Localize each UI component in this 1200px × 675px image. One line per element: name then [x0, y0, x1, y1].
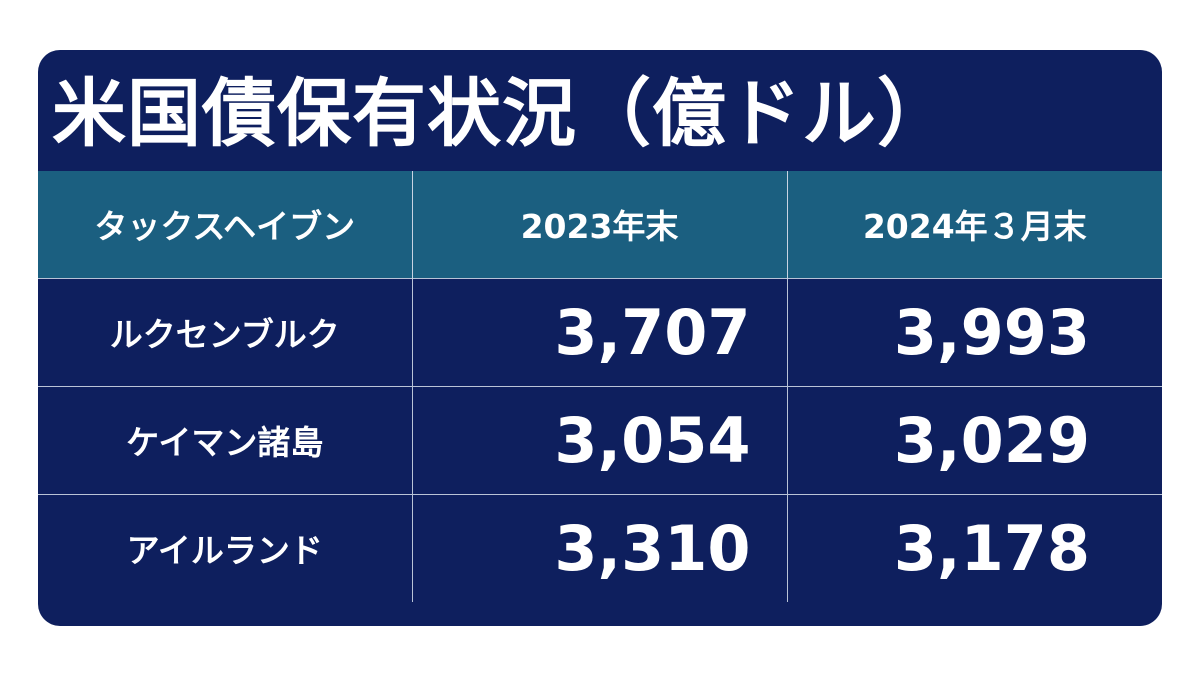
- column-header-category: タックスヘイブン: [38, 171, 413, 278]
- table-row-ireland: アイルランド 3,310 3,178: [38, 493, 1162, 602]
- chart-title: 米国債保有状況（億ドル）: [52, 71, 952, 157]
- column-header-2024: 2024年３月末: [787, 171, 1162, 278]
- row-label: アイルランド: [38, 493, 413, 602]
- holdings-card: 米国債保有状況（億ドル） タックスヘイブン 2023年末 2024年３月末 ルク…: [38, 50, 1162, 626]
- value-2023: 3,707: [412, 277, 788, 386]
- table-row-luxembourg: ルクセンブルク 3,707 3,993: [38, 277, 1162, 386]
- header-row: タックスヘイブン 2023年末 2024年３月末: [38, 171, 1162, 278]
- value-2023: 3,310: [412, 493, 788, 602]
- value-2024: 3,029: [787, 385, 1162, 494]
- column-header-2023: 2023年末: [412, 171, 788, 278]
- value-2023: 3,054: [412, 385, 788, 494]
- row-label: ルクセンブルク: [38, 277, 413, 386]
- table-row-cayman: ケイマン諸島 3,054 3,029: [38, 385, 1162, 494]
- row-label: ケイマン諸島: [38, 385, 413, 494]
- value-2024: 3,178: [787, 493, 1162, 602]
- value-2024: 3,993: [787, 277, 1162, 386]
- holdings-table: タックスヘイブン 2023年末 2024年３月末 ルクセンブルク 3,707 3…: [38, 171, 1162, 602]
